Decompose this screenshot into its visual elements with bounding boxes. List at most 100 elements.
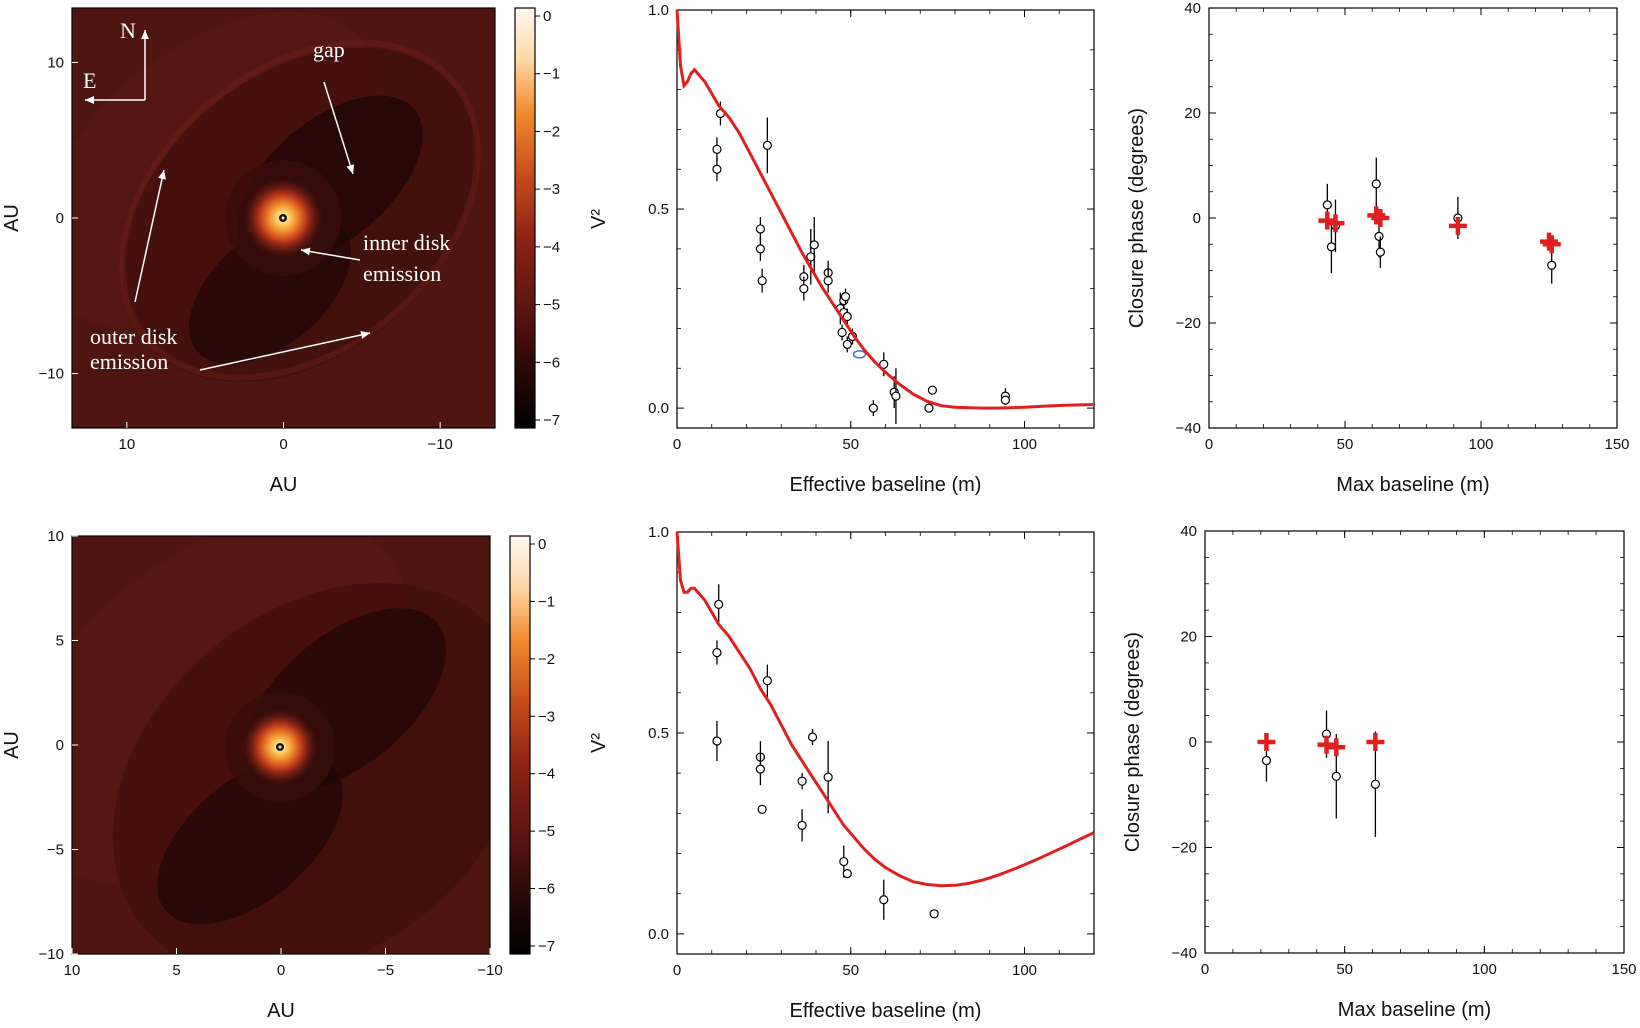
data-point [924,403,934,413]
data-point [1322,200,1332,210]
gap-arrow [323,81,355,175]
x-tick-label: 10 [64,962,81,979]
image-axes-top: 10 0 −10 10 0 −10 AU AU [1,54,453,496]
y-tick-label: −5 [47,842,64,859]
data-point [929,909,939,919]
x-axis-label: Max baseline (m) [1336,474,1489,496]
outer-disk-label-1: outer disk [90,324,177,349]
model-point [1540,232,1558,251]
model-point [1542,235,1561,254]
y-tick-label: 1.0 [648,2,669,19]
model-point [1448,216,1467,235]
y-tick-label: 40 [1180,523,1197,540]
data-point [823,772,833,782]
colorbar-tick-label: 0 [538,536,546,553]
x-tick-label: 100 [1468,436,1493,453]
x-tick-label: 0 [279,436,287,453]
data-point [1000,395,1010,405]
y-axis-label: V² [588,733,610,753]
x-tick-label: 100 [1012,436,1037,453]
y-tick-label: 0.5 [648,725,669,742]
x-tick-label: 100 [1472,961,1497,978]
inner-disk-label-1: inner disk [363,230,450,255]
y-axis-label: AU [1,204,23,232]
model-point [1371,209,1390,227]
x-tick-label: 5 [172,962,180,979]
data-point [755,224,766,234]
y-tick-label: 20 [1180,629,1197,646]
colorbar-tick-label: −7 [543,412,560,429]
y-tick-label: 20 [1184,105,1201,122]
visibility-plot-bottom: 0 50 100 0.0 0.5 1.0 Effective baseline (m) V² [588,524,1095,1022]
data-point [868,403,878,413]
y-tick-label: −10 [39,366,64,383]
x-tick-label: 50 [842,436,859,453]
data-point [837,327,847,338]
data-point [806,252,816,262]
data-point [797,776,807,786]
y-tick-label: 0.0 [648,926,669,943]
y-axis-label: V² [588,209,610,229]
y-tick-label: 0 [1189,734,1197,751]
y-tick-label: 10 [47,54,64,71]
data-point [809,240,819,250]
x-tick-label: 50 [1337,436,1354,453]
data-point [714,599,724,609]
y-tick-label: 0 [56,210,64,227]
y-tick-label: 5 [56,633,64,650]
y-tick-label: −20 [1172,840,1197,857]
data-point [712,144,722,154]
image-panel-bottom: 10 5 0 −5 −10 −10 −5 0 5 10 AU AU 0 −1 −2 −3 −4 −5 −6 −7 [1,528,555,1022]
x-tick-label: 0 [673,436,681,453]
model-curve [675,531,1095,888]
x-tick-label: 10 [118,436,135,453]
data-point [712,736,722,746]
colorbar-tick-label: −1 [543,66,560,83]
y-tick-label: −40 [1176,420,1201,437]
x-tick-label: 50 [1336,961,1353,978]
y-tick-label: 0 [56,737,64,754]
data-point [1370,779,1380,789]
x-tick-label: 0 [673,962,681,979]
x-tick-label: −5 [377,962,394,979]
y-tick-label: 0.5 [648,201,669,218]
data-point [840,292,851,302]
data-point [842,869,852,879]
y-tick-label: 10 [47,528,64,545]
colorbar-tick-label: −5 [538,823,555,840]
x-tick-label: 150 [1611,961,1636,978]
colorbar-tick-label: 0 [543,8,551,25]
plot-frame [676,9,1095,429]
data-point [1547,260,1557,270]
x-tick-label: 150 [1604,436,1629,453]
colorbar-bottom: 0 −1 −2 −3 −4 −5 −6 −7 [509,535,555,955]
x-axis-label: AU [267,1000,295,1022]
colorbar-tick-label: −6 [543,354,560,371]
data-point [797,820,807,830]
outer-disk-label-2: emission [90,349,168,374]
inner-disk-arrow [300,247,361,261]
colorbar-tick-label: −3 [543,181,560,198]
data-point [1326,242,1337,252]
visibility-plot-top: 0 50 100 0.0 0.5 1.0 Effective baseline (m) V² [588,2,1095,496]
data-point [755,244,766,254]
gap-label: gap [313,37,345,62]
y-tick-label: −40 [1172,945,1197,962]
colorbar-tick-label: −4 [538,766,555,783]
data-point [757,804,767,814]
data-point [712,164,722,174]
x-axis-label: Max baseline (m) [1338,999,1491,1021]
outer-disk-arrow-2 [199,331,371,371]
x-axis-label: Effective baseline (m) [790,1000,982,1022]
data-point [1374,231,1384,241]
disk-image-bottom [72,536,490,954]
model-point [1327,738,1346,757]
data-point [839,856,849,867]
data-point [712,647,722,658]
compass: N E [83,18,149,104]
y-axis-label: Closure phase (degrees) [1122,632,1144,852]
y-tick-label: −10 [39,946,64,963]
y-tick-label: 0.0 [648,400,669,417]
model-point [1317,735,1336,754]
